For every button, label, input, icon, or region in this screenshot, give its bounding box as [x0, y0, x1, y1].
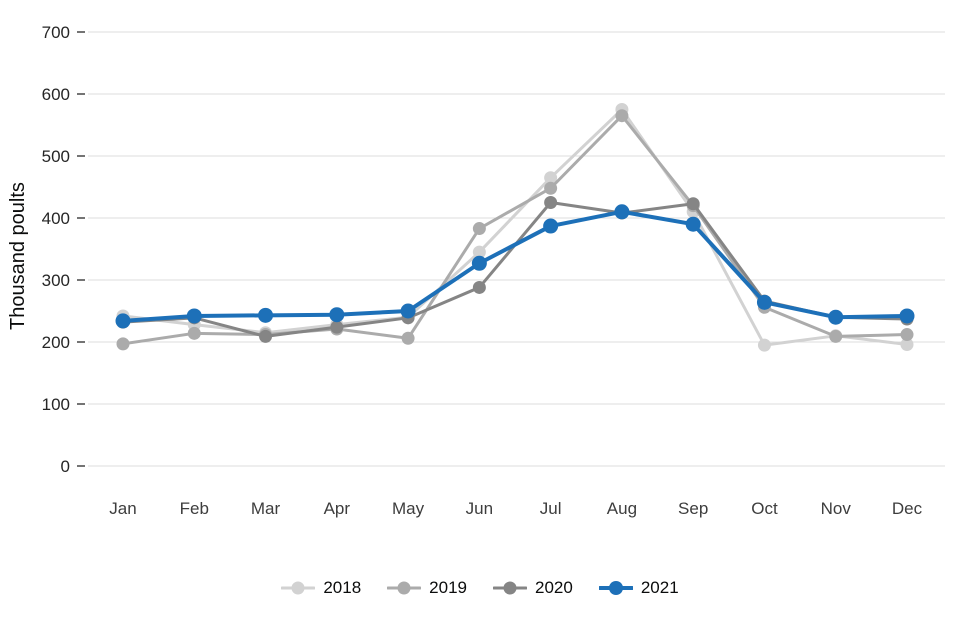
series-line-2021 — [121, 209, 909, 323]
series-layer — [115, 103, 915, 352]
data-point-2019-May — [401, 331, 415, 345]
data-point-2021-Apr — [329, 307, 345, 323]
x-tick-label: May — [392, 499, 425, 518]
x-tick-label: Nov — [821, 499, 852, 518]
data-point-2021-Jul — [543, 218, 559, 234]
x-tick-label: Jan — [109, 499, 136, 518]
y-axis-title: Thousand poults — [7, 182, 29, 330]
data-point-2021-Jun — [471, 255, 487, 271]
data-point-2019-Aug — [615, 109, 629, 123]
y-tick-label: 100 — [42, 395, 70, 414]
data-point-2019-Jul — [544, 181, 558, 195]
y-tick-label: 0 — [61, 457, 70, 476]
x-tick-label: Apr — [324, 499, 351, 518]
y-tick-label: 200 — [42, 333, 70, 352]
chart-legend: 2018 2019 2020 2021 — [0, 578, 960, 598]
data-point-2020-Jun — [472, 280, 486, 294]
data-point-2021-Sep — [685, 216, 701, 232]
x-tick-label: Sep — [678, 499, 708, 518]
data-point-2021-Aug — [614, 204, 630, 220]
legend-label: 2021 — [640, 578, 679, 597]
data-point-2019-Feb — [187, 326, 201, 340]
legend-item-2021: 2021 — [598, 578, 679, 598]
data-point-2020-Sep — [686, 197, 700, 211]
data-point-2019-Dec — [900, 328, 914, 342]
legend-item-2018: 2018 — [281, 578, 361, 598]
data-point-2021-Feb — [186, 308, 202, 324]
data-point-2021-May — [400, 303, 416, 319]
legend-label: 2018 — [323, 578, 362, 597]
data-point-2021-Oct — [756, 294, 772, 310]
chart-canvas: 0 100 200 300 400 500 600 700 Jan Feb Mar Apr May Jun… — [7, 23, 945, 518]
y-tick-label: 400 — [42, 209, 70, 228]
data-point-2018-Dec — [900, 337, 914, 351]
y-tick-label: 700 — [42, 23, 70, 42]
x-tick-label: Mar — [251, 499, 281, 518]
x-tick-label: Jul — [540, 499, 562, 518]
series-line-2018 — [121, 108, 909, 347]
data-point-2019-Jun — [472, 222, 486, 236]
x-tick-label: Aug — [607, 499, 637, 518]
gridlines-layer — [88, 31, 945, 467]
ticks-layer: 0 100 200 300 400 500 600 700 Jan Feb Mar Apr May Jun… — [42, 23, 923, 518]
legend-marker-icon — [493, 581, 527, 595]
y-tick-label: 300 — [42, 271, 70, 290]
data-point-2021-Dec — [899, 308, 915, 324]
data-point-2021-Nov — [828, 309, 844, 325]
y-tick-label: 600 — [42, 85, 70, 104]
data-point-2020-Apr — [330, 320, 344, 334]
y-tick-label: 500 — [42, 147, 70, 166]
data-point-2020-Jul — [544, 196, 558, 209]
legend-label: 2019 — [429, 578, 467, 597]
legend-marker-icon — [598, 581, 633, 595]
data-point-2018-Oct — [757, 338, 771, 352]
x-tick-label: Feb — [180, 499, 209, 518]
data-point-2019-Jan — [116, 337, 130, 351]
data-point-2018-Jul — [544, 171, 558, 185]
legend-item-2019: 2019 — [387, 578, 467, 598]
series-line-2019 — [121, 114, 909, 346]
data-point-2021-Mar — [258, 307, 274, 323]
legend-marker-icon — [281, 581, 316, 595]
x-tick-label: Oct — [751, 499, 778, 518]
data-point-2018-Jun — [472, 245, 486, 259]
data-point-2021-Jan — [115, 313, 131, 329]
x-tick-label: Dec — [892, 499, 923, 518]
x-tick-label: Jun — [466, 499, 493, 518]
legend-label: 2020 — [535, 578, 573, 597]
line-chart: 0 100 200 300 400 500 600 700 Jan Feb Mar Apr May Jun… — [7, 23, 945, 518]
data-point-2020-Mar — [259, 329, 273, 343]
legend-marker-icon — [387, 581, 422, 595]
data-point-2019-Nov — [829, 329, 843, 343]
legend-item-2020: 2020 — [493, 578, 573, 598]
